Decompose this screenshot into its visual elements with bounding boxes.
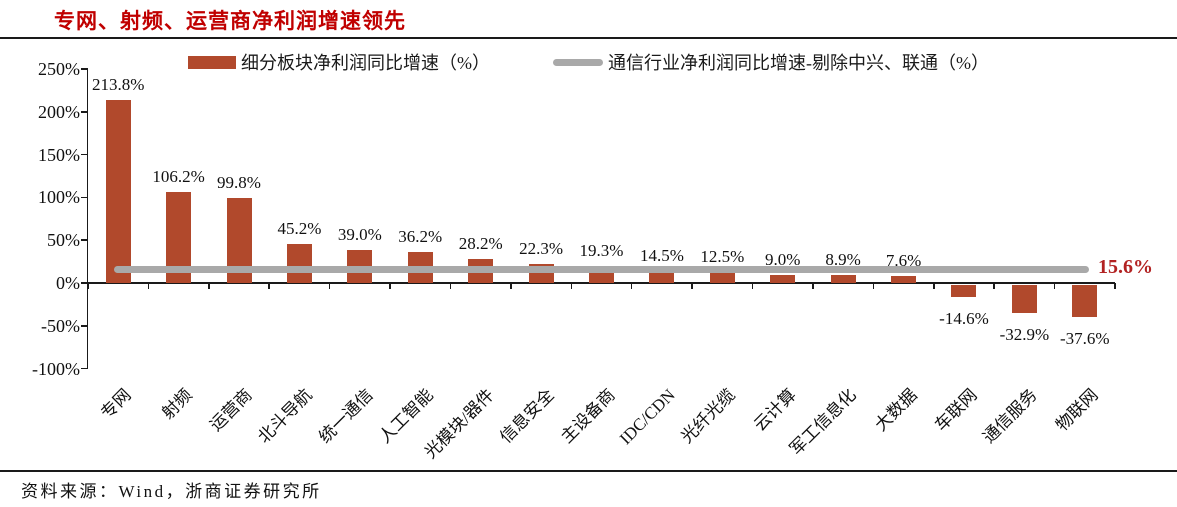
y-axis-tick <box>81 282 87 284</box>
industry-line <box>114 266 1089 274</box>
x-axis-tick <box>751 283 754 289</box>
bar <box>649 270 675 283</box>
bar-value-label: 39.0% <box>337 224 382 244</box>
x-axis-tick <box>147 283 150 289</box>
x-axis-tick <box>1053 283 1056 289</box>
bar-value-label: 22.3% <box>519 238 564 258</box>
y-axis-tick-label: 250% <box>38 59 80 79</box>
top-divider <box>0 37 1177 39</box>
x-axis-tick <box>268 283 270 289</box>
x-axis-tick <box>993 283 995 289</box>
bar-value-label: 99.8% <box>217 172 261 192</box>
bar <box>709 272 735 283</box>
y-axis <box>86 68 88 369</box>
bar-value-label: 9.0% <box>765 250 801 270</box>
line-series-swatch-icon <box>553 58 603 66</box>
y-axis-tick-label: 50% <box>47 230 80 251</box>
x-axis-tick <box>630 283 633 289</box>
legend-item-line-series: 通信行业净利润同比增速-剔除中兴、联通（%） <box>553 53 989 73</box>
bar <box>1011 284 1037 313</box>
bar <box>770 275 796 283</box>
y-axis-tick-label: 200% <box>38 101 80 122</box>
bar-series-swatch-icon <box>188 55 236 69</box>
bar-value-label: -14.6% <box>939 309 989 329</box>
bar <box>286 244 312 283</box>
bar-value-label: 8.9% <box>825 250 861 270</box>
bar-series-legend-label: 细分板块净利润同比增速（%） <box>241 53 490 73</box>
x-axis-tick <box>449 283 452 289</box>
x-axis-tick <box>1114 283 1116 289</box>
bottom-divider <box>0 470 1177 472</box>
y-axis-tick <box>81 68 87 70</box>
x-axis-tick <box>208 283 210 289</box>
bar-value-label: 14.5% <box>639 245 684 265</box>
bar <box>891 276 917 283</box>
x-axis-tick <box>691 283 693 289</box>
y-axis-tick-label: -100% <box>32 358 80 379</box>
x-axis-tick <box>570 283 573 289</box>
y-axis-tick <box>81 367 87 370</box>
bar-value-label: -37.6% <box>1059 329 1110 349</box>
chart-title: 专网、射频、运营商净利润增速领先 <box>54 10 406 33</box>
bar <box>951 284 977 297</box>
y-axis-tick <box>81 325 87 327</box>
bar-value-label: 19.3% <box>579 241 624 261</box>
industry-line-value-label: 15.6% <box>1098 256 1153 278</box>
bar <box>1072 284 1098 317</box>
x-axis-tick <box>933 283 935 289</box>
bar-value-label: 36.2% <box>398 227 443 246</box>
y-axis-tick <box>81 153 87 156</box>
y-axis-tick <box>81 239 87 241</box>
legend-item-bar-series: 细分板块净利润同比增速（%） <box>188 53 490 73</box>
bar <box>105 99 131 283</box>
bar-value-label: 28.2% <box>458 233 503 253</box>
x-axis-tick <box>389 283 391 289</box>
source-note: 资料来源：Wind，浙商证券研究所 <box>21 482 322 501</box>
bar-value-label: 12.5% <box>700 247 745 267</box>
line-series-legend-label: 通信行业净利润同比增速-剔除中兴、联通（%） <box>608 53 989 73</box>
y-axis-tick-label: 0% <box>56 273 80 293</box>
x-axis-tick <box>510 283 512 289</box>
y-axis-tick-label: 100% <box>38 187 80 208</box>
x-axis-tick <box>872 283 875 289</box>
bar <box>830 275 856 283</box>
x-axis-tick <box>328 283 331 289</box>
bar-value-label: -32.9% <box>999 325 1050 345</box>
x-axis-tick <box>87 283 89 289</box>
x-axis-tick <box>812 283 814 289</box>
y-axis-tick-label: 150% <box>38 144 80 165</box>
bar-value-label: 7.6% <box>885 251 922 271</box>
bar-value-label: 106.2% <box>152 167 205 187</box>
y-axis-tick <box>81 111 87 113</box>
bar-value-label: 45.2% <box>277 219 322 239</box>
bar-value-label: 213.8% <box>91 74 145 94</box>
y-axis-tick <box>81 196 87 199</box>
y-axis-tick-label: -50% <box>41 315 80 336</box>
